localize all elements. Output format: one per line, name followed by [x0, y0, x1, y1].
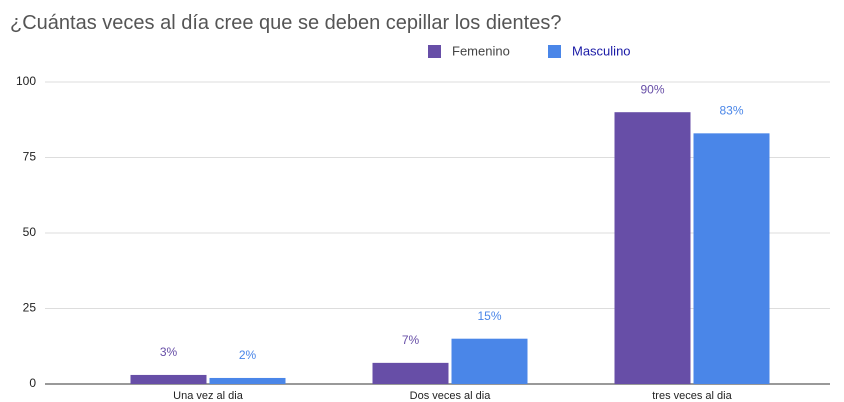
value-label: 2%	[239, 348, 257, 362]
bar	[614, 112, 691, 384]
y-tick-label: 50	[23, 225, 37, 239]
bar	[451, 338, 528, 384]
legend-swatch	[428, 45, 441, 58]
x-tick-label: Una vez al dia	[173, 390, 244, 402]
value-label: 90%	[640, 82, 664, 96]
bar	[130, 374, 207, 384]
chart-title: ¿Cuántas veces al día cree que se deben …	[10, 12, 561, 34]
x-tick-label: tres veces al dia	[652, 390, 732, 402]
x-tick-label: Dos veces al dia	[410, 390, 492, 402]
y-tick-label: 25	[23, 301, 37, 315]
value-label: 3%	[160, 345, 178, 359]
y-tick-label: 75	[23, 150, 37, 164]
y-tick-label: 0	[29, 376, 36, 390]
legend-label: Femenino	[452, 43, 510, 58]
bar	[693, 133, 770, 384]
legend-swatch	[548, 45, 561, 58]
value-label: 83%	[719, 104, 743, 118]
bar	[372, 362, 449, 384]
y-tick-label: 100	[16, 74, 36, 88]
legend-label: Masculino	[572, 43, 631, 58]
value-label: 7%	[402, 333, 420, 347]
bar	[209, 377, 286, 384]
value-label: 15%	[477, 309, 501, 323]
